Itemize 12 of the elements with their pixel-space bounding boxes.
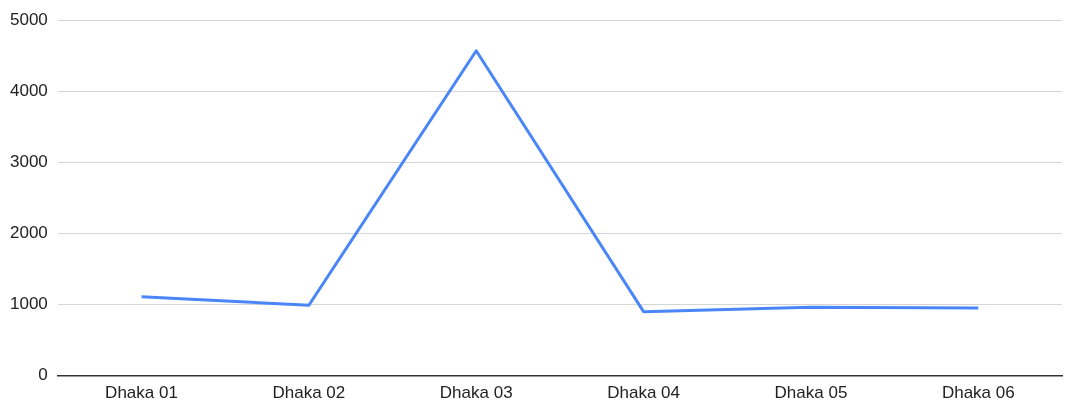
y-tick-label: 2000 [9, 223, 48, 243]
y-tick-label: 4000 [9, 80, 48, 100]
x-tick-label: Dhaka 02 [272, 383, 346, 403]
y-tick-label: 1000 [9, 294, 48, 314]
x-tick-label: Dhaka 04 [607, 383, 680, 403]
x-tick-label: Dhaka 03 [439, 383, 513, 403]
x-tick-label: Dhaka 01 [105, 383, 178, 403]
x-tick-label: Dhaka 06 [941, 383, 1015, 403]
y-tick-label: 3000 [9, 152, 48, 172]
y-tick-label: 5000 [9, 9, 48, 29]
x-tick-label: Dhaka 05 [774, 383, 848, 403]
y-tick-label: 0 [38, 365, 48, 385]
